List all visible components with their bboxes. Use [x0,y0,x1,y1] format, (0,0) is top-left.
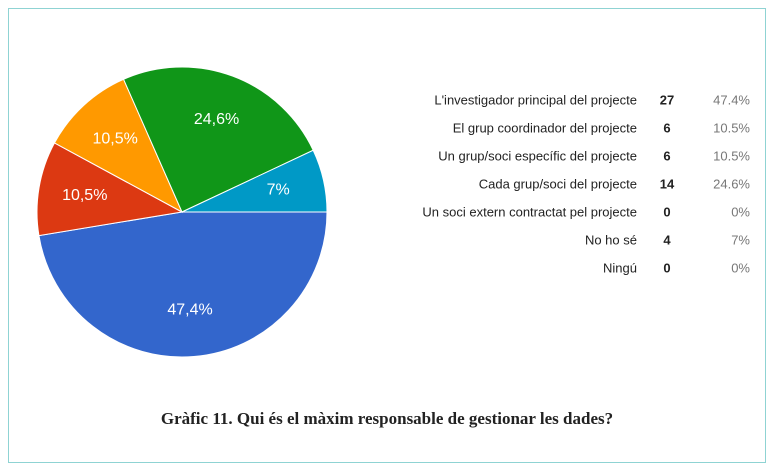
slice-label: 10,5% [62,187,107,204]
legend-label: El grup coordinador del projecte [453,120,637,135]
percent: 0% [731,260,750,275]
percent: 7% [731,232,750,247]
count: 0 [663,204,670,219]
percent: 10.5% [713,120,750,135]
percent: 10.5% [713,148,750,163]
slice-label: 7% [267,182,290,199]
pie-slice [53,78,184,214]
count: 6 [663,148,670,163]
count: 14 [660,176,675,191]
percent: 0% [731,204,750,219]
pie-slice [181,149,328,213]
percent: 47.4% [713,92,750,107]
count: 6 [663,120,670,135]
slice-label: 47,4% [167,301,212,318]
pie-slice [36,142,184,237]
slice-label: 24,6% [194,111,239,128]
count: 0 [663,260,670,275]
pie-slice [122,66,314,213]
percent: 24.6% [713,176,750,191]
legend-label: Un grup/soci específic del projecte [438,148,637,163]
count: 27 [660,92,674,107]
legend-label: Cada grup/soci del projecte [479,176,637,191]
legend-label: Ningú [603,260,637,275]
count: 4 [663,232,671,247]
pie-slice [38,211,328,358]
caption: Gràfic 11. Qui és el màxim responsable d… [161,409,613,428]
slice-label: 10,5% [92,131,137,148]
legend-label: Un soci extern contractat pel projecte [422,204,637,219]
legend-label: No ho sé [585,232,637,247]
legend-label: L'investigador principal del projecte [434,92,637,107]
